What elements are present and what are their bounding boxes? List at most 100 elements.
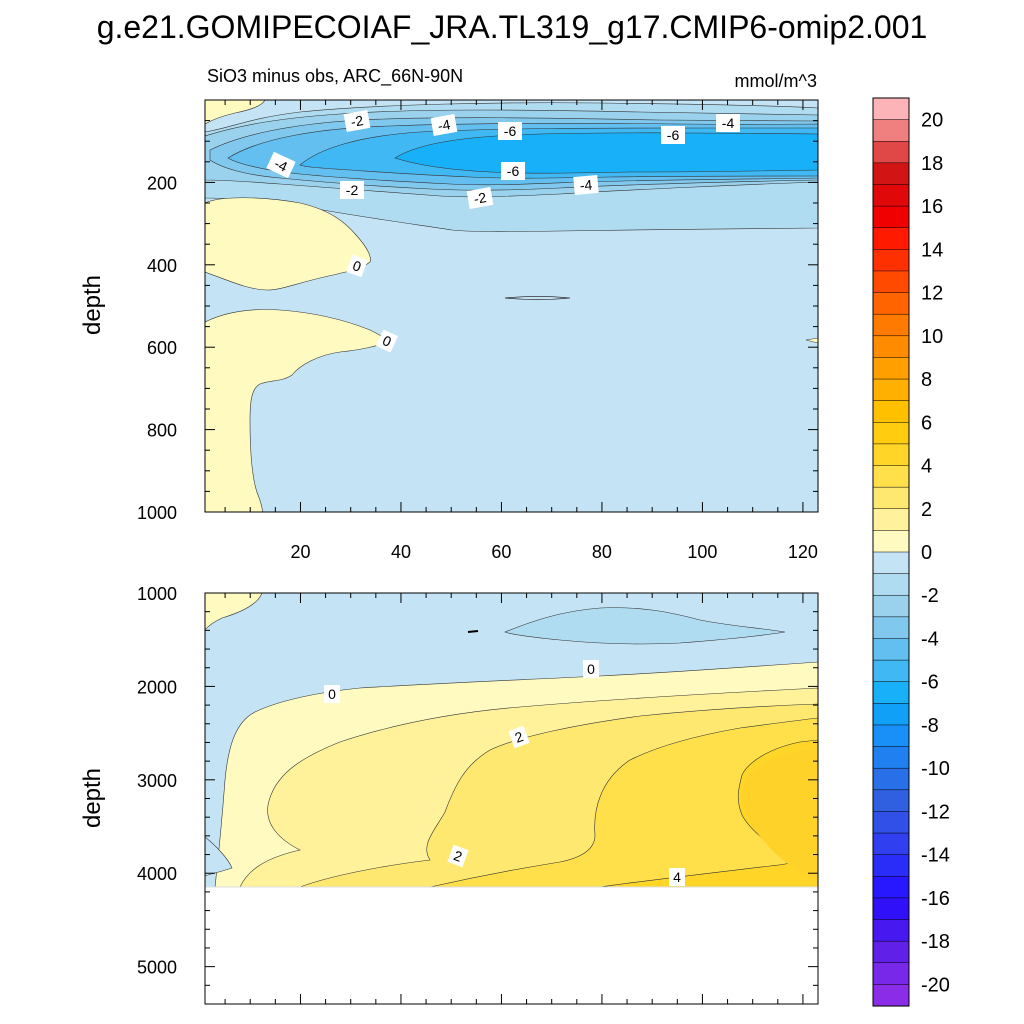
colorbar-label: 6: [921, 412, 932, 434]
colorbar-label: 0: [921, 542, 932, 564]
lower-axes: 1000 2000 3000 4000 5000: [137, 584, 818, 1005]
contour-label-text: -6: [667, 127, 680, 143]
contour-label: 2: [447, 844, 469, 868]
colorbar-frame: [872, 97, 910, 1007]
colorbar-swatch: [872, 594, 910, 618]
colorbar-swatch: [872, 530, 910, 553]
colorbar-label: -14: [921, 845, 950, 867]
upper-axes: 20 40 60 80 100 120 200 400 600 800 1000: [137, 100, 818, 562]
lower-y-tick-label: 2000: [137, 677, 177, 697]
colorbar-swatch: [872, 638, 910, 661]
contour-label-bg: [573, 174, 599, 196]
upper-y-tick-label: 1000: [137, 503, 177, 523]
fill-positive-surface: [205, 100, 266, 125]
colorbar: 20181614121086420-2-4-6-8-10-12-14-16-18…: [872, 97, 950, 1007]
contour-label: 2: [508, 725, 530, 749]
colorbar-swatch: [872, 313, 910, 337]
lower-no-data-region: [205, 887, 818, 1004]
colorbar-label: 14: [921, 239, 943, 261]
colorbar-swatch: [872, 616, 910, 640]
colorbar-label: 18: [921, 153, 943, 175]
colorbar-swatch: [872, 162, 910, 186]
colorbar-swatch: [872, 292, 910, 315]
contour-label: 0: [346, 254, 368, 278]
contour-label: -6: [501, 162, 525, 180]
contour-label-text: -4: [436, 116, 451, 134]
colorbar-swatch: [872, 940, 910, 964]
fill-positive-blob-1: [205, 197, 371, 291]
contour-label-bg: [430, 114, 458, 136]
contour-artifact: [504, 296, 571, 300]
colorbar-swatch: [872, 270, 910, 294]
chart-subtitle: SiO3 minus obs, ARC_66N-90N: [207, 66, 463, 87]
colorbar-swatch: [872, 897, 910, 921]
colorbar-swatch: [872, 443, 910, 467]
contour-artifact: [467, 630, 479, 633]
contour-label-text: -4: [579, 176, 593, 193]
contour-label-text: -2: [349, 112, 364, 130]
colorbar-label: -8: [921, 715, 939, 737]
colorbar-swatch: [872, 767, 910, 791]
contour-label: -6: [498, 122, 522, 140]
colorbar-swatch: [872, 486, 910, 510]
contour-label: -4: [430, 114, 458, 136]
contour-label-bg: [346, 254, 368, 278]
contour-label: -4: [266, 151, 296, 179]
contour-label: -2: [466, 187, 494, 209]
colorbar-swatch: [872, 681, 910, 704]
colorbar-swatch: [872, 789, 910, 812]
colorbar-swatch: [872, 551, 910, 575]
contour-label-bg: [324, 685, 340, 703]
contour-label-bg: [583, 660, 599, 678]
contour-artifact-edge: [805, 337, 818, 344]
colorbar-swatch: [872, 746, 910, 769]
upper-x-tick-label: 80: [592, 542, 612, 562]
contour-label: 0: [583, 660, 599, 678]
fill-left-edge-upper: [205, 593, 263, 631]
upper-y-tick-label: 600: [147, 338, 177, 358]
upper-y-axis-title: depth: [79, 275, 106, 335]
upper-y-tick-label: 200: [147, 173, 177, 193]
colorbar-swatch: [872, 249, 910, 272]
lower-contour-field: [205, 593, 818, 887]
contour-label-text: -6: [504, 123, 517, 139]
contour-label-text: -2: [472, 189, 487, 207]
contour-label: -2: [340, 181, 364, 199]
colorbar-label: 8: [921, 369, 932, 391]
upper-contour-field: [205, 100, 818, 512]
colorbar-label: -20: [921, 974, 950, 996]
upper-y-tick-label: 400: [147, 256, 177, 276]
contour-label-bg: [375, 329, 399, 353]
colorbar-swatch: [872, 919, 910, 942]
lower-contour-labels: 0 0 2 2 4: [324, 660, 685, 886]
contour-label: -4: [716, 114, 740, 132]
colorbar-label: -2: [921, 585, 939, 607]
contour-label-bg: [501, 162, 525, 180]
contour-label-text: -4: [722, 115, 735, 131]
contour-label-bg: [466, 187, 494, 209]
colorbar-swatch: [872, 962, 910, 985]
contour-label-bg: [266, 151, 296, 179]
colorbar-swatch: [872, 703, 910, 726]
upper-x-tick-label: 100: [687, 542, 717, 562]
colorbar-swatch: [872, 184, 910, 207]
colorbar-swatch: [872, 140, 910, 164]
contour-label: -2: [343, 110, 371, 132]
colorbar-label: -12: [921, 801, 950, 823]
lower-y-tick-label: 3000: [137, 771, 177, 791]
colorbar-label: 4: [921, 456, 932, 478]
upper-x-tick-label: 60: [491, 542, 511, 562]
colorbar-label: -6: [921, 672, 939, 694]
colorbar-swatch: [872, 97, 910, 121]
colorbar-swatch: [872, 573, 910, 596]
colorbar-label: -10: [921, 758, 950, 780]
contour-label: 0: [324, 685, 340, 703]
colorbar-swatch: [872, 227, 910, 250]
lower-y-tick-label: 4000: [137, 864, 177, 884]
chart-title: g.e21.GOMIPECOIAF_JRA.TL319_g17.CMIP6-om…: [97, 9, 928, 45]
contour-label: 4: [669, 868, 685, 886]
colorbar-swatch: [872, 984, 910, 1007]
lower-y-axis-title: depth: [79, 768, 106, 828]
contour-label-bg: [447, 844, 469, 868]
